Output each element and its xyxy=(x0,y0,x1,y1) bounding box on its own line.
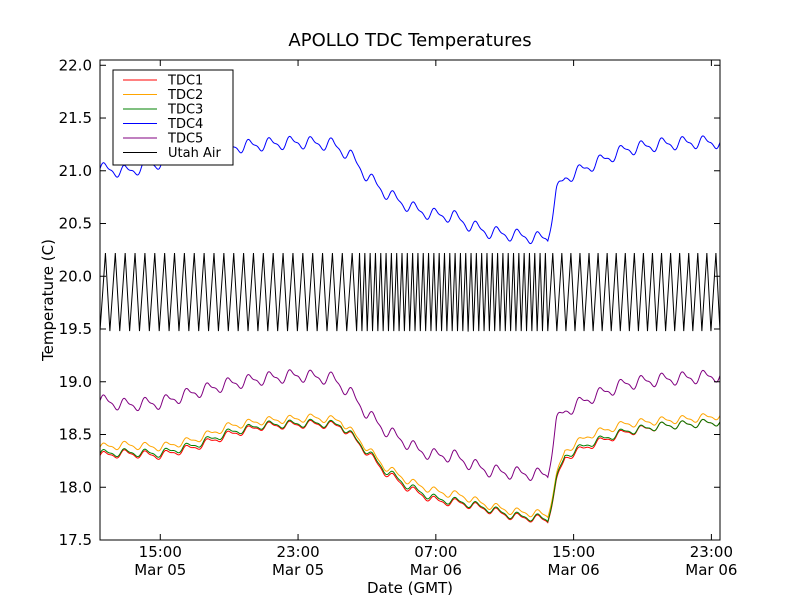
series-line-tdc5 xyxy=(99,369,721,481)
legend-label: TDC1 xyxy=(167,74,203,89)
x-tick-label-time: 07:00 xyxy=(414,543,457,561)
y-tick-label: 20.0 xyxy=(59,267,92,285)
legend-box xyxy=(112,69,234,166)
x-tick-label-date: Mar 05 xyxy=(134,561,186,579)
y-tick-label: 22.0 xyxy=(59,56,92,74)
legend-label: TDC2 xyxy=(167,88,203,103)
y-tick-label: 18.5 xyxy=(59,426,92,444)
series-line-utah-air xyxy=(99,253,721,332)
y-tick-label: 19.5 xyxy=(59,320,92,338)
y-tick-label: 17.5 xyxy=(59,531,92,549)
x-tick-label-time: 23:00 xyxy=(690,543,733,561)
chart-title: APOLLO TDC Temperatures xyxy=(288,30,531,51)
legend-label: TDC3 xyxy=(167,103,203,118)
x-tick-label-date: Mar 06 xyxy=(548,561,600,579)
y-tick-label: 19.0 xyxy=(59,373,92,391)
y-tick-label: 21.0 xyxy=(59,162,92,180)
legend-label: TDC4 xyxy=(167,117,203,132)
y-tick-label: 21.5 xyxy=(59,109,92,127)
y-tick-label: 18.0 xyxy=(59,478,92,496)
x-tick-label-date: Mar 06 xyxy=(685,561,737,579)
series-layer xyxy=(99,135,721,524)
legend-label: TDC5 xyxy=(167,132,203,147)
x-tick-label-date: Mar 05 xyxy=(272,561,324,579)
x-tick-label-time: 15:00 xyxy=(552,543,595,561)
x-tick-label-time: 15:00 xyxy=(139,543,182,561)
x-tick-label-date: Mar 06 xyxy=(410,561,462,579)
plot-frame xyxy=(99,59,721,541)
x-axis-label: Date (GMT) xyxy=(367,579,453,597)
y-axis-label: Temperature (C) xyxy=(39,239,57,362)
series-line-tdc3 xyxy=(99,418,721,523)
y-tick-label: 20.5 xyxy=(59,215,92,233)
y-axis: 17.5 18.0 18.5 19.0 19.5 20.0 20.5 21.0 21.5 22.0 xyxy=(59,56,720,549)
x-tick-label-time: 23:00 xyxy=(276,543,319,561)
legend-label: Utah Air xyxy=(168,146,221,161)
series-line-tdc1 xyxy=(99,418,721,524)
series-line-tdc2 xyxy=(99,413,721,519)
